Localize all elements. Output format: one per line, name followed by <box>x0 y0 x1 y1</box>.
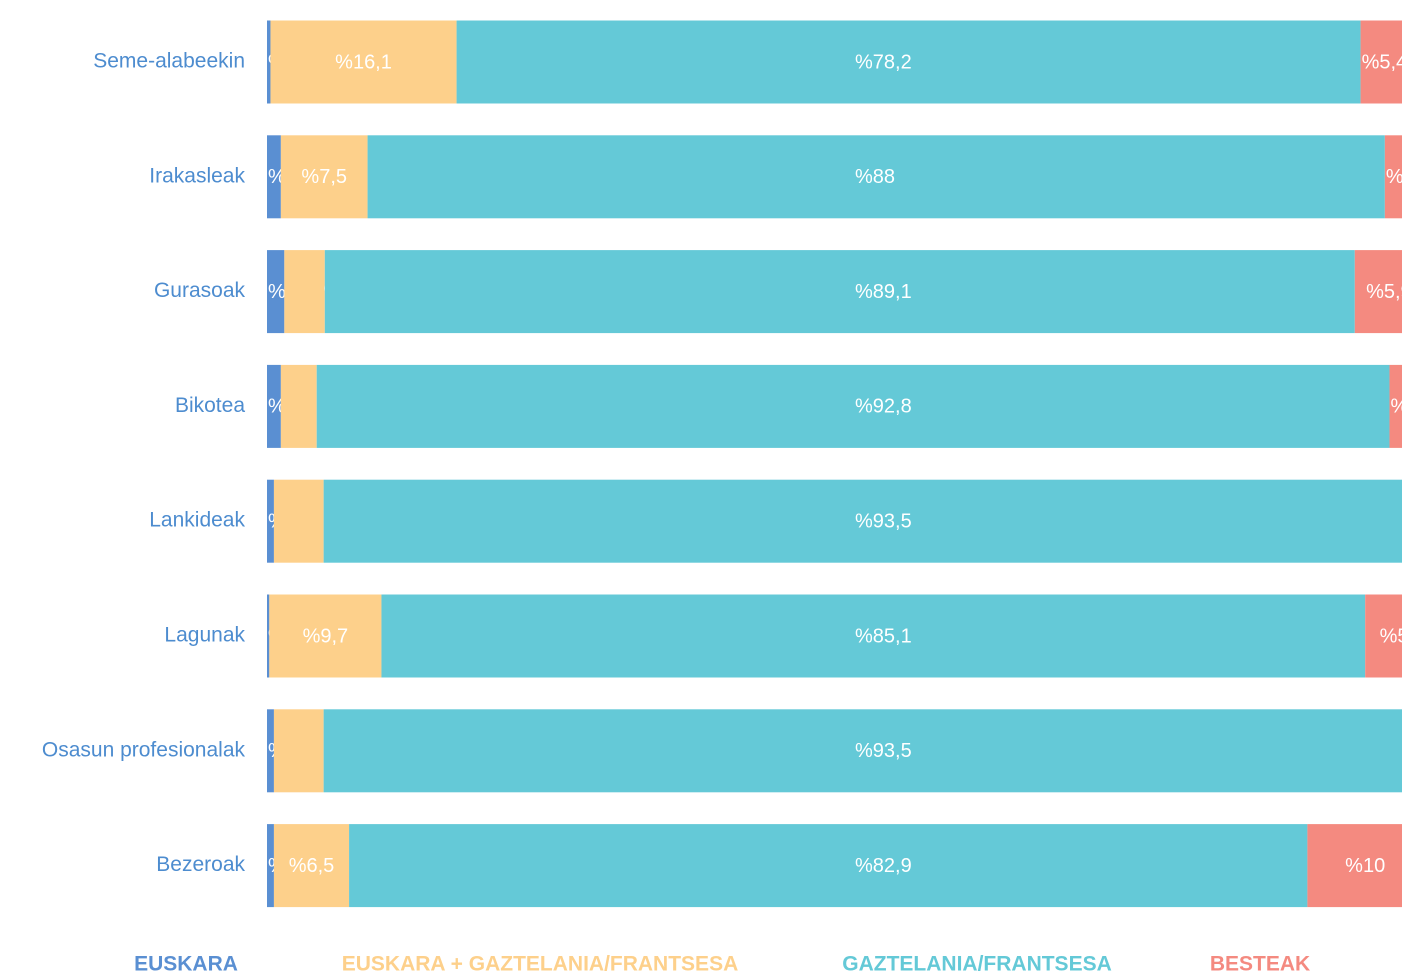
bar-segment <box>381 594 1366 678</box>
bar-segment <box>273 709 324 793</box>
value-label: %93,5 <box>855 510 912 532</box>
value-label: %6,5 <box>289 855 335 877</box>
bar-segment <box>267 20 271 104</box>
bar-segment <box>267 594 270 678</box>
category-label: Bezeroak <box>156 853 245 876</box>
value-label: %88 <box>855 166 895 188</box>
bar-segment <box>1360 20 1402 104</box>
bar-segment <box>280 135 368 219</box>
bar-segment <box>1389 364 1402 448</box>
bar-segment <box>1307 824 1402 908</box>
bar-segment <box>323 709 1402 793</box>
bar-segment <box>273 824 350 908</box>
bar-segment <box>267 824 274 908</box>
value-label: %85,1 <box>855 625 912 647</box>
value-label: %89,1 <box>855 281 912 303</box>
value-label: %9,7 <box>303 625 349 647</box>
category-label: Lagunak <box>164 624 245 647</box>
bar-segment <box>367 135 1385 219</box>
legend-entry: GAZTELANIA/FRANTSESA <box>842 953 1112 976</box>
bar-segment <box>269 594 382 678</box>
bar-segment <box>349 824 1308 908</box>
value-label: %16,1 <box>335 51 392 73</box>
category-label: Irakasleak <box>149 164 245 187</box>
bar-segment <box>273 479 324 563</box>
legend-entry: EUSKARA + GAZTELANIA/FRANTSESA <box>342 953 739 976</box>
bar-segment <box>324 250 1355 334</box>
bar-segment <box>284 250 325 334</box>
value-label: %93,5 <box>855 740 912 762</box>
bar-segment <box>267 709 274 793</box>
legend-entry: EUSKARA <box>134 953 238 976</box>
category-label: Gurasoak <box>154 279 246 302</box>
bar-segment <box>267 135 281 219</box>
bar-segment <box>456 20 1361 104</box>
bar-segment <box>270 20 457 104</box>
value-label: %2,9 <box>1390 396 1402 418</box>
bar-segment <box>1384 135 1402 219</box>
value-label: %78,2 <box>855 51 912 73</box>
bar-segment <box>323 479 1402 563</box>
category-label: Seme-alabeekin <box>93 50 245 73</box>
value-label: %10 <box>1345 855 1385 877</box>
category-label: Osasun profesionalak <box>42 738 246 761</box>
value-label: %82,9 <box>855 855 912 877</box>
value-label: %7,5 <box>301 166 347 188</box>
legend-entry: BESTEAK <box>1210 953 1310 976</box>
value-label: %5,9 <box>1366 281 1402 303</box>
bar-segment <box>267 250 285 334</box>
value-label: %3,3 <box>1386 166 1402 188</box>
bar-segment <box>280 364 317 448</box>
value-label: %5,4 <box>1362 51 1402 73</box>
category-label: Bikotea <box>175 394 245 417</box>
bar-segment <box>1354 250 1402 334</box>
bar-segment <box>267 479 274 563</box>
category-label: Lankideak <box>149 509 245 532</box>
value-label: %5 <box>1380 625 1402 647</box>
value-label: %92,8 <box>855 396 912 418</box>
bar-segment <box>267 364 281 448</box>
bar-segment <box>316 364 1390 448</box>
bar-segment <box>1365 594 1402 678</box>
